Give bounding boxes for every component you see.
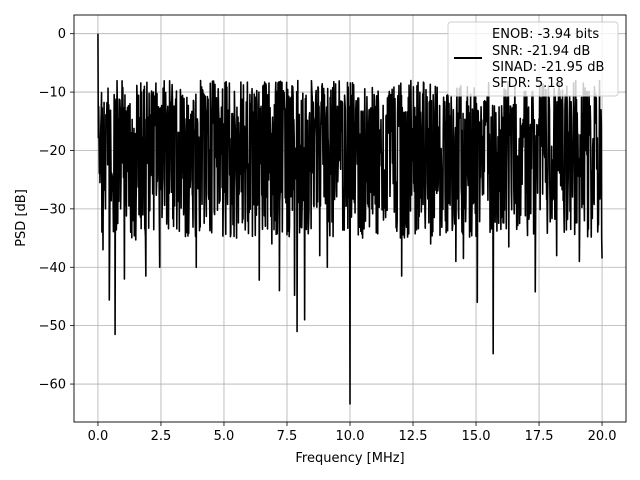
y-tick-label: −10: [39, 86, 66, 101]
psd-series: [97, 33, 603, 405]
y-tick-label: −50: [39, 319, 66, 334]
y-tick-label: 0: [58, 27, 66, 42]
y-tick-label: −60: [39, 378, 66, 393]
y-tick-label: −20: [39, 144, 66, 159]
y-tick-label: −40: [39, 261, 66, 276]
legend-line-sfdr: SFDR: 5.18: [492, 76, 564, 91]
psd-line: [97, 33, 603, 405]
x-tick-label: 15.0: [462, 429, 491, 444]
x-tick-label: 20.0: [588, 429, 617, 444]
legend-box: [447, 21, 619, 97]
x-axis-label: Frequency [MHz]: [295, 451, 404, 466]
x-axis-ticks: 0.0 2.5 5.0 7.5 10.0 12.5 15.0 17.5 20.0: [88, 422, 617, 444]
y-axis-ticks: 0 −10 −20 −30 −40 −50 −60: [39, 27, 74, 393]
y-tick-label: −30: [39, 202, 66, 217]
x-tick-label: 7.5: [277, 429, 298, 444]
legend: ENOB: -3.94 bits SNR: -21.94 dB SINAD: -…: [447, 21, 619, 97]
legend-line-snr: SNR: -21.94 dB: [492, 44, 590, 59]
x-tick-label: 12.5: [399, 429, 428, 444]
legend-line-enob: ENOB: -3.94 bits: [492, 27, 599, 42]
x-tick-label: 10.0: [336, 429, 365, 444]
legend-line-sinad: SINAD: -21.95 dB: [492, 60, 604, 75]
x-tick-label: 17.5: [525, 429, 554, 444]
x-tick-label: 0.0: [88, 429, 109, 444]
x-tick-label: 5.0: [214, 429, 235, 444]
x-tick-label: 2.5: [151, 429, 172, 444]
y-axis-label: PSD [dB]: [14, 189, 29, 247]
